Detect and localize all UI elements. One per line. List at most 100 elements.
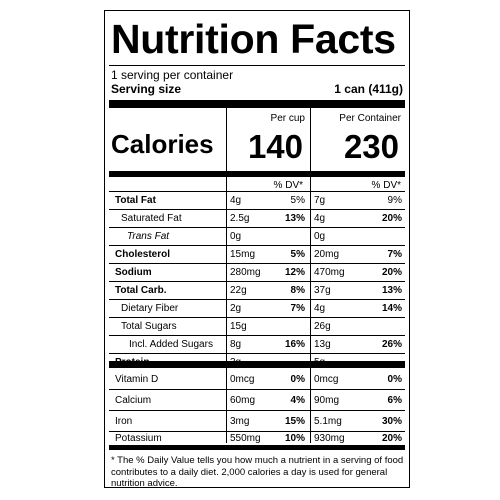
per-container-header: Per Container — [339, 113, 401, 124]
container-dv: 13% — [381, 285, 402, 296]
container-dv: 14% — [381, 303, 402, 314]
cup-amount: 0g — [230, 231, 242, 242]
calories-per-cup: 140 — [247, 128, 303, 165]
nutrient-row-added-sugars: Incl. Added Sugars 8g 16% 13g 26% — [109, 336, 405, 353]
vitamin-name: Iron — [115, 416, 133, 427]
vitamin-name: Potassium — [115, 433, 162, 444]
nutrient-row-total-carb: Total Carb. 22g 8% 37g 13% — [109, 282, 405, 299]
column-divider — [226, 358, 227, 443]
nutrient-row-saturated-fat: Saturated Fat 2.5g 13% 4g 20% — [109, 210, 405, 227]
divider — [109, 431, 405, 432]
divider — [109, 353, 405, 354]
divider — [109, 410, 405, 411]
cup-dv: 0% — [290, 374, 305, 385]
vitamin-row-iron: Iron 3mg 15% 5.1mg 30% — [109, 411, 405, 432]
serving-size-value: 1 can (411g) — [334, 82, 403, 96]
column-divider — [310, 358, 311, 443]
container-amount: 5.1mg — [314, 416, 342, 427]
cup-amount: 280mg — [230, 267, 261, 278]
cup-amount: 0mcg — [230, 374, 255, 385]
calories-per-container: 230 — [343, 128, 399, 165]
divider — [109, 335, 405, 336]
vitamin-row-vitamin-d: Vitamin D 0mcg 0% 0mcg 0% — [109, 369, 405, 390]
nutrient-name: Cholesterol — [115, 249, 171, 260]
cup-amount: 8g — [230, 339, 242, 350]
nutrient-row-total-fat: Total Fat 4g 5% 7g 9% — [109, 192, 405, 209]
container-dv: 26% — [381, 339, 402, 350]
container-amount: 13g — [314, 339, 331, 350]
cup-amount: 15mg — [230, 249, 256, 260]
thick-divider — [109, 171, 405, 177]
cup-amount: 4g — [230, 195, 242, 206]
container-amount: 470mg — [314, 267, 345, 278]
divider — [109, 317, 405, 318]
divider — [109, 263, 405, 264]
container-amount: 7g — [314, 195, 326, 206]
divider — [109, 209, 405, 210]
servings-per-container: 1 serving per container — [111, 68, 234, 82]
cup-amount: 2.5g — [230, 213, 250, 224]
container-dv: 7% — [387, 249, 402, 260]
column-divider — [226, 108, 227, 367]
vitamin-row-calcium: Calcium 60mg 4% 90mg 6% — [109, 390, 405, 411]
nutrient-name: Saturated Fat — [121, 213, 182, 224]
nutrient-row-sodium: Sodium 280mg 12% 470mg 20% — [109, 264, 405, 281]
serving-size-label: Serving size — [111, 82, 182, 96]
divider — [109, 299, 405, 300]
cup-amount: 550mg — [230, 433, 261, 444]
cup-dv: 12% — [284, 267, 305, 278]
nutrient-row-total-sugars: Total Sugars 15g 26g — [109, 318, 405, 335]
vitamin-name: Vitamin D — [115, 374, 159, 385]
cup-amount: 3mg — [230, 416, 250, 427]
cup-dv: 16% — [284, 339, 305, 350]
cup-dv: 4% — [290, 395, 305, 406]
nutrient-name: Dietary Fiber — [121, 303, 179, 314]
divider — [109, 281, 405, 282]
calories-label: Calories — [111, 129, 214, 159]
thick-divider — [109, 100, 405, 108]
container-dv: 9% — [387, 195, 402, 206]
cup-dv: 13% — [284, 213, 305, 224]
container-amount: 0g — [314, 231, 326, 242]
nutrient-row-cholesterol: Cholesterol 15mg 5% 20mg 7% — [109, 246, 405, 263]
thick-divider — [109, 445, 405, 450]
container-amount: 4g — [314, 303, 326, 314]
container-amount: 0mcg — [314, 374, 339, 385]
cup-dv: 5% — [290, 195, 305, 206]
divider — [109, 191, 405, 192]
cup-dv: 15% — [284, 416, 305, 427]
cup-dv: 5% — [290, 249, 305, 260]
cup-dv: 8% — [290, 285, 305, 296]
dv-header-container: % DV* — [371, 180, 401, 191]
container-amount: 26g — [314, 321, 331, 332]
vitamin-name: Calcium — [115, 395, 152, 406]
cup-amount: 22g — [230, 285, 247, 296]
nutrient-row-dietary-fiber: Dietary Fiber 2g 7% 4g 14% — [109, 300, 405, 317]
container-dv: 20% — [381, 213, 402, 224]
nutrient-name: Total Sugars — [121, 321, 177, 332]
container-amount: 37g — [314, 285, 331, 296]
container-amount: 930mg — [314, 433, 345, 444]
dv-header-cup: % DV* — [273, 180, 303, 191]
container-dv: 20% — [381, 433, 402, 444]
column-divider — [310, 108, 311, 367]
container-amount: 90mg — [314, 395, 340, 406]
thick-divider — [109, 361, 405, 368]
cup-amount: 15g — [230, 321, 247, 332]
divider — [109, 227, 405, 228]
container-dv: 30% — [381, 416, 402, 427]
container-dv: 6% — [387, 395, 402, 406]
daily-value-footnote: * The % Daily Value tells you how much a… — [111, 455, 404, 489]
per-cup-header: Per cup — [270, 113, 305, 124]
cup-dv: 10% — [284, 433, 305, 444]
cup-amount: 60mg — [230, 395, 256, 406]
cup-amount: 2g — [230, 303, 242, 314]
nutrient-name: Trans Fat — [127, 231, 170, 242]
vitamin-row-potassium: Potassium 550mg 10% 930mg 20% — [109, 432, 405, 446]
divider — [109, 245, 405, 246]
nutrition-facts-label: Nutrition Facts 1 serving per container … — [104, 10, 410, 489]
container-dv: 0% — [387, 374, 402, 385]
nutrient-row-trans-fat: Trans Fat 0g 0g — [109, 228, 405, 245]
label-title: Nutrition Facts — [111, 16, 396, 62]
nutrient-name: Incl. Added Sugars — [129, 339, 213, 350]
